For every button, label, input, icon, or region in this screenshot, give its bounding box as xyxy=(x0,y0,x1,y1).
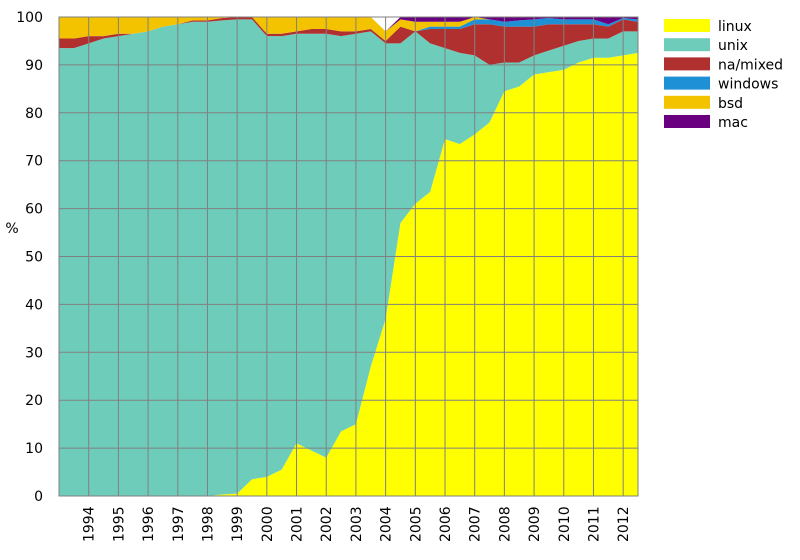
x-tick-label: 2000 xyxy=(260,506,276,542)
series-area-na-mixed xyxy=(59,17,638,65)
series-area-unix xyxy=(59,19,638,496)
x-tick-label: 2010 xyxy=(557,506,573,542)
series-area-mac xyxy=(59,17,638,32)
x-tick-label: 2002 xyxy=(319,506,335,542)
x-tick-label: 1998 xyxy=(200,506,216,542)
y-tick-label: 100 xyxy=(16,10,43,26)
plot-frame xyxy=(58,16,639,497)
y-tick-label: 20 xyxy=(25,393,43,409)
y-axis: 0 10 20 30 40 50 60 70 80 90 100 xyxy=(16,10,43,505)
y-tick-label: 60 xyxy=(25,202,43,218)
plot-area xyxy=(59,17,638,497)
series-area-windows xyxy=(59,17,638,41)
legend-label: mac xyxy=(718,115,748,131)
legend-swatch-bsd xyxy=(664,95,710,109)
x-tick-label: 1994 xyxy=(82,506,98,542)
x-tick-label: 2006 xyxy=(438,506,454,542)
legend-label: na/mixed xyxy=(718,57,783,73)
legend-label: bsd xyxy=(718,96,743,112)
x-tick-label: 1999 xyxy=(230,506,246,542)
legend-label: unix xyxy=(718,38,748,54)
y-tick-label: 0 xyxy=(34,489,43,505)
x-tick-label: 1996 xyxy=(141,506,157,542)
x-tick-label: 2012 xyxy=(616,506,632,542)
y-tick-label: 80 xyxy=(25,106,43,122)
legend-label: windows xyxy=(718,77,778,93)
x-tick-label: 2005 xyxy=(408,506,424,542)
legend-swatch-linux xyxy=(664,19,710,32)
x-tick-label: 2001 xyxy=(290,506,306,542)
legend-swatch-windows xyxy=(664,76,710,90)
x-tick-label: 2007 xyxy=(468,506,484,542)
x-tick-label: 1997 xyxy=(171,506,187,542)
y-tick-label: 40 xyxy=(25,297,43,313)
x-axis: 1994 1995 1996 1997 1998 1999 2000 2001 2002 2003… xyxy=(82,506,632,542)
y-tick-label: 70 xyxy=(25,154,43,170)
y-axis-label: % xyxy=(5,221,18,237)
x-tick-label: 2009 xyxy=(527,506,543,542)
grid-lines xyxy=(58,16,639,497)
series-area-linux xyxy=(59,52,638,497)
legend-swatch-unix xyxy=(664,38,710,52)
y-tick-label: 90 xyxy=(25,58,43,74)
legend-swatch-mac xyxy=(664,115,710,128)
legend: linux unix na/mixed windows bsd mac xyxy=(664,19,783,131)
x-tick-label: 2008 xyxy=(497,506,513,542)
x-tick-label: 2003 xyxy=(349,506,365,542)
x-tick-label: 1995 xyxy=(111,506,127,542)
y-tick-label: 30 xyxy=(25,345,43,361)
legend-swatch-na-mixed xyxy=(664,57,710,71)
x-tick-label: 2004 xyxy=(379,506,395,542)
series-area-bsd xyxy=(59,17,638,41)
y-tick-label: 50 xyxy=(25,250,43,266)
legend-label: linux xyxy=(718,19,752,35)
x-tick-label: 2011 xyxy=(586,506,602,542)
y-tick-label: 10 xyxy=(25,441,43,457)
